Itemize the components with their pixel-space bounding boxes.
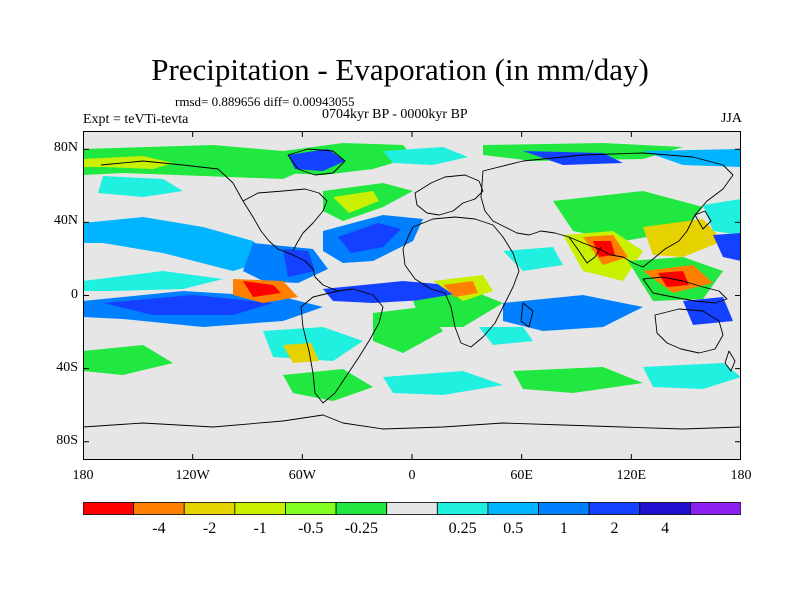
field-region bbox=[593, 241, 615, 257]
coastline bbox=[520, 302, 534, 328]
field-region bbox=[503, 247, 563, 271]
legend-label: 0.5 bbox=[503, 520, 524, 537]
legend-color-box bbox=[285, 502, 337, 515]
field-region bbox=[83, 145, 313, 179]
field-region bbox=[338, 223, 401, 253]
legend-label: 1 bbox=[559, 520, 568, 537]
lat-tick-label: 0 bbox=[71, 286, 78, 302]
field-region bbox=[643, 149, 741, 167]
field-region bbox=[373, 307, 443, 353]
lon-tick-label: 120E bbox=[616, 468, 647, 483]
field-region bbox=[283, 249, 315, 277]
coastline bbox=[568, 236, 602, 264]
field-region bbox=[83, 217, 273, 271]
coastline bbox=[480, 152, 734, 268]
legend-label: -1 bbox=[253, 520, 267, 537]
coastline bbox=[402, 216, 520, 348]
field-region bbox=[333, 191, 379, 213]
legend-color-box bbox=[538, 502, 590, 515]
field-region bbox=[413, 291, 503, 327]
experiment-label: Expt = teVTi-tevta bbox=[83, 112, 189, 127]
legend-label: -4 bbox=[152, 520, 166, 537]
legend-color-box bbox=[588, 502, 641, 515]
legend-color-box bbox=[83, 502, 135, 515]
legend-label: 0.25 bbox=[448, 520, 477, 537]
field-region bbox=[103, 295, 273, 315]
coastline bbox=[724, 350, 736, 372]
field-region bbox=[683, 297, 733, 325]
lon-tick-label: 60E bbox=[510, 468, 533, 483]
field-region bbox=[483, 143, 683, 161]
field-region bbox=[383, 371, 503, 395]
field-region bbox=[83, 345, 173, 375]
field-region bbox=[713, 233, 741, 261]
lon-tick-label: 180 bbox=[730, 468, 752, 483]
field-region bbox=[513, 367, 643, 393]
field-region bbox=[98, 176, 183, 197]
legend-boxes bbox=[83, 502, 741, 515]
field-region bbox=[83, 271, 223, 291]
map-title: Precipitation - Evaporation (in mm/day) bbox=[151, 52, 649, 87]
field-region bbox=[479, 327, 533, 345]
world-map bbox=[83, 131, 741, 460]
legend-label: -2 bbox=[202, 520, 217, 537]
period-label: 0704kyr BP - 0000kyr BP bbox=[322, 107, 468, 122]
lat-tick-label: 80S bbox=[56, 432, 78, 448]
legend-label: 2 bbox=[610, 520, 619, 537]
coastline bbox=[242, 188, 328, 252]
lat-tick-label: 40S bbox=[56, 359, 78, 375]
coastline bbox=[414, 174, 484, 216]
axis-ticks bbox=[83, 131, 741, 460]
coastline bbox=[287, 148, 346, 176]
field-shading bbox=[83, 143, 741, 401]
field-region bbox=[703, 199, 741, 235]
lat-tick-label: 40N bbox=[53, 213, 78, 229]
color-legend bbox=[83, 502, 741, 515]
lon-tick-label: 120W bbox=[175, 468, 210, 483]
coastline bbox=[100, 160, 339, 292]
stats-text: rmsd= 0.889656 diff= 0.00943055 bbox=[175, 94, 355, 109]
season-label: JJA bbox=[720, 111, 742, 126]
coastline bbox=[642, 276, 728, 304]
lon-tick-label: 0 bbox=[408, 468, 416, 483]
legend-label: -0.25 bbox=[344, 520, 379, 537]
legend-color-box bbox=[133, 502, 185, 515]
lon-tick-label: 60W bbox=[288, 468, 316, 483]
legend-color-box bbox=[639, 502, 691, 515]
coastline bbox=[300, 288, 384, 404]
coastline bbox=[654, 308, 724, 354]
legend-color-box bbox=[335, 502, 388, 515]
legend-label: -0.5 bbox=[298, 520, 324, 537]
lat-tick-label: 80N bbox=[53, 140, 78, 156]
legend-color-box bbox=[689, 502, 741, 515]
lon-tick-label: 180 bbox=[72, 468, 94, 483]
coastlines bbox=[83, 148, 741, 430]
legend-color-box bbox=[234, 502, 286, 515]
coastline bbox=[83, 414, 741, 430]
field-region bbox=[243, 281, 281, 297]
field-region bbox=[443, 281, 478, 297]
legend-label: 4 bbox=[661, 520, 670, 537]
field-region bbox=[503, 295, 643, 331]
field-region bbox=[288, 149, 345, 171]
legend-color-box bbox=[386, 502, 438, 515]
field-region bbox=[643, 363, 741, 389]
legend-color-box bbox=[183, 502, 236, 515]
field-region bbox=[283, 369, 373, 401]
legend-color-box bbox=[436, 502, 489, 515]
coastline bbox=[694, 210, 712, 230]
legend-color-box bbox=[487, 502, 539, 515]
field-region bbox=[383, 147, 468, 165]
